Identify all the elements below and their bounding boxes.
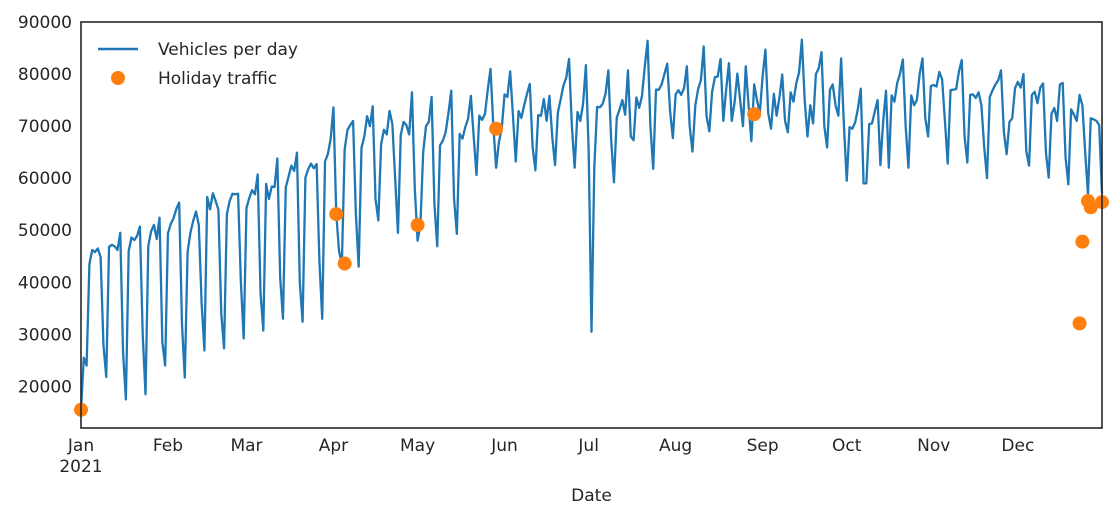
series-line-vehicles-per-day [79, 38, 1104, 410]
legend-label-holiday: Holiday traffic [158, 69, 277, 89]
x-tick-label: Feb [153, 436, 183, 456]
x-tick-label: May [400, 436, 435, 456]
x-tick-label: Aug [659, 436, 692, 456]
x-tick-label: Jan [67, 436, 94, 456]
y-tick-label: 50000 [18, 221, 72, 241]
holiday-point [1072, 316, 1087, 331]
holiday-point [747, 107, 762, 122]
x-tick-label: Dec [1001, 436, 1034, 456]
y-tick-label: 60000 [18, 169, 72, 189]
legend-label-vehicles: Vehicles per day [158, 40, 298, 60]
holiday-points-layer [74, 107, 1109, 417]
holiday-point [410, 218, 425, 232]
y-tick-label: 90000 [18, 13, 72, 33]
y-axis: 20000 30000 40000 50000 60000 70000 80000 90000 [18, 13, 72, 397]
y-tick-label: 20000 [18, 377, 72, 397]
y-tick-label: 80000 [18, 65, 72, 85]
x-tick-label: Jul [577, 436, 599, 456]
x-tick-year-label: 2021 [59, 457, 102, 477]
x-tick-label: Nov [917, 436, 950, 456]
holiday-point [329, 207, 344, 222]
y-tick-label: 30000 [18, 325, 72, 345]
x-tick-label: Jun [490, 436, 518, 456]
x-tick-label: Sep [747, 436, 779, 456]
x-tick-label: Apr [319, 436, 348, 456]
plot-frame [80, 21, 1103, 429]
plot-area [74, 38, 1109, 417]
x-axis-label: Date [571, 486, 612, 506]
holiday-point [489, 121, 504, 136]
legend-dot-marker [111, 71, 125, 85]
holiday-point [337, 256, 352, 271]
holiday-point [1083, 200, 1098, 215]
x-tick-label: Oct [832, 436, 862, 456]
y-tick-label: 70000 [18, 117, 72, 137]
x-tick-label: Mar [230, 436, 262, 456]
y-tick-label: 40000 [18, 273, 72, 293]
legend: Vehicles per day Holiday traffic [98, 40, 298, 89]
series-layer [79, 38, 1104, 410]
holiday-point [1075, 234, 1090, 249]
